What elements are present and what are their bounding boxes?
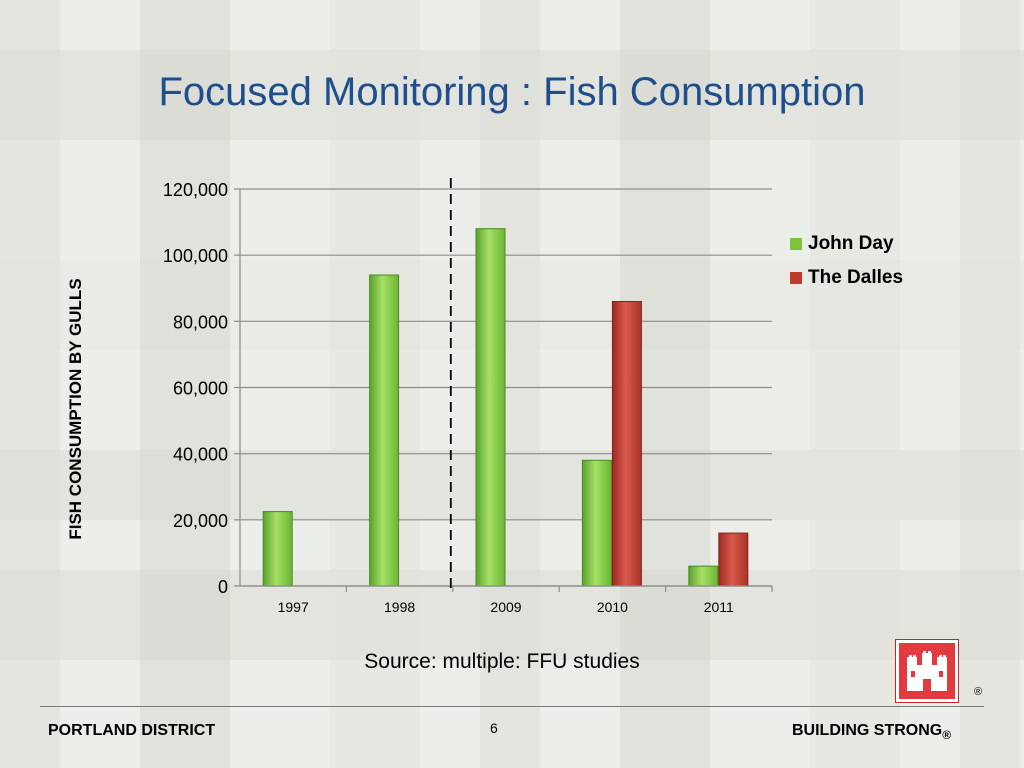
x-tick-label: 2010 [597, 599, 628, 615]
x-tick-label: 1997 [278, 599, 309, 615]
footer-motto-text: BUILDING STRONG [792, 722, 943, 739]
x-tick-label: 2011 [704, 599, 734, 615]
registered-mark: ® [974, 686, 983, 698]
legend-swatch-john-day [790, 238, 802, 250]
y-tick-label: 40,000 [173, 445, 228, 465]
bar-john-day-1997 [262, 511, 293, 587]
footer-district: PORTLAND DISTRICT [48, 722, 216, 739]
y-tick-label: 80,000 [173, 312, 228, 332]
y-tick-label: 120,000 [163, 180, 228, 200]
slide-title: Focused Monitoring : Fish Consumption [158, 70, 866, 114]
bar-the-dalles-2010 [611, 300, 642, 587]
legend-item-john-day: John Day [790, 227, 903, 261]
y-axis-label: FISH CONSUMPTION BY GULLS [66, 278, 85, 540]
x-tick-label: 1998 [384, 599, 415, 615]
legend-label-john-day: John Day [808, 233, 894, 254]
footer-divider [40, 706, 984, 707]
y-tick-label: 0 [218, 577, 228, 597]
bar-john-day-2009 [475, 228, 506, 587]
bar-john-day-1998 [369, 274, 400, 587]
y-tick-label: 100,000 [163, 246, 228, 266]
legend-label-the-dalles: The Dalles [808, 267, 904, 288]
footer-registered-mark: ® [942, 728, 952, 743]
castle-icon [896, 640, 958, 702]
y-tick-label: 20,000 [173, 511, 228, 531]
legend-item-the-dalles: The Dalles [790, 261, 903, 295]
y-tick-label: 60,000 [173, 379, 228, 399]
chart-legend: John Day The Dalles [790, 227, 903, 295]
page-number: 6 [490, 720, 498, 736]
legend-swatch-the-dalles [790, 272, 802, 284]
bar-john-day-2010 [581, 459, 612, 587]
bar-john-day-2011 [688, 565, 719, 587]
x-tick-label: 2009 [490, 599, 521, 615]
bar-the-dalles-2011 [718, 532, 749, 587]
footer-motto: BUILDING STRONG® [792, 722, 951, 742]
source-note: Source: multiple: FFU studies [364, 650, 640, 673]
